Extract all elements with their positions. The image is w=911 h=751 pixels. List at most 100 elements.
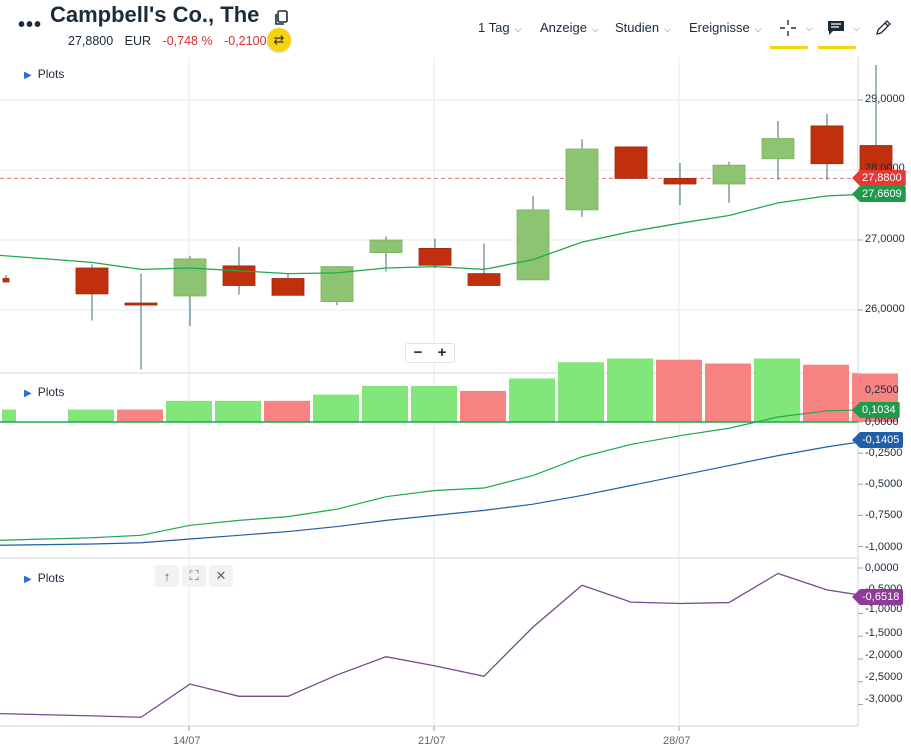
swap-arrows-icon[interactable]: ⇄ <box>267 28 291 52</box>
y-tick: 26,0000 <box>865 303 905 315</box>
main-plots-label: Plots <box>37 67 65 81</box>
volume-bar <box>607 358 653 422</box>
comment-icon[interactable] <box>826 18 846 38</box>
pane-controls: ↑ ⛶ ✕ <box>155 565 233 587</box>
indicator-plots-label: Plots <box>37 571 65 585</box>
volume-value-badge: 0,1034 <box>852 402 900 418</box>
comment-active-indicator <box>818 46 856 49</box>
more-dots-icon[interactable]: ••• <box>18 14 43 36</box>
volume-pane <box>0 358 898 546</box>
last-price-badge: 27,8800 <box>852 170 906 186</box>
volume-bar <box>754 358 800 422</box>
blue-indicator-line <box>0 438 877 546</box>
last-price: 27,8800 <box>68 34 114 48</box>
zoom-out-button[interactable]: − <box>413 344 423 361</box>
header: ••• Campbell's Co., The 27,8800 EUR -0,7… <box>0 0 911 58</box>
y-tick: 27,0000 <box>865 233 905 245</box>
volume-bar <box>362 385 408 422</box>
chevron-down-icon: ⌵ <box>754 24 762 34</box>
copy-icon[interactable] <box>275 10 289 26</box>
volume-plots-label: Plots <box>37 385 65 399</box>
change-percent: -0,748 % <box>162 34 213 48</box>
volume-bar <box>264 400 310 422</box>
candle-up <box>173 258 207 297</box>
candle-up <box>516 209 550 281</box>
y-tick: -0,5000 <box>865 478 903 490</box>
instrument-title: Campbell's Co., The <box>50 2 260 27</box>
currency: EUR <box>124 34 152 48</box>
display-label: Anzeige <box>540 20 587 35</box>
pencil-icon[interactable] <box>873 18 893 38</box>
crosshair-chevron-icon[interactable]: ⌵ <box>806 23 813 33</box>
zoom-in-button[interactable]: + <box>437 344 447 361</box>
events-dropdown[interactable]: Ereignisse ⌵ <box>689 20 762 35</box>
volume-bar <box>558 362 604 422</box>
y-tick: 29,0000 <box>865 93 905 105</box>
studies-label: Studien <box>615 20 660 35</box>
volume-plots-toggle[interactable]: ▶ Plots <box>24 385 64 399</box>
y-tick: -1,0000 <box>865 603 903 615</box>
studies-dropdown[interactable]: Studien ⌵ <box>615 20 671 35</box>
y-tick: -2,0000 <box>865 649 903 661</box>
interval-dropdown[interactable]: 1 Tag ⌵ <box>478 20 521 35</box>
display-dropdown[interactable]: Anzeige ⌵ <box>540 20 599 35</box>
events-label: Ereignisse <box>689 20 750 35</box>
candle-up <box>712 164 746 185</box>
y-tick: -3,0000 <box>865 693 903 705</box>
candle-down <box>614 146 648 179</box>
volume-bar <box>656 359 702 422</box>
volume-bar <box>313 394 359 422</box>
candle-up <box>369 239 403 253</box>
candle-down <box>418 247 452 266</box>
expand-icon[interactable]: ⛶ <box>182 565 206 587</box>
ma-value-badge: 27,6609 <box>852 186 906 202</box>
x-tick: 28/07 <box>663 735 691 747</box>
y-tick: 0,0000 <box>865 562 899 574</box>
x-tick: 14/07 <box>173 735 201 747</box>
chevron-down-icon: ⌵ <box>514 24 522 34</box>
candle-down <box>663 177 697 185</box>
close-icon[interactable]: ✕ <box>209 565 233 587</box>
candle-down <box>2 278 10 283</box>
volume-bar <box>705 363 751 422</box>
volume-bar <box>68 409 114 422</box>
main-plots-toggle[interactable]: ▶ Plots <box>24 67 64 81</box>
y-tick: 0,2500 <box>865 384 899 396</box>
candle-down <box>271 278 305 296</box>
indicator-plots-toggle[interactable]: ▶ Plots <box>24 571 64 585</box>
y-tick: -1,5000 <box>865 627 903 639</box>
y-tick: 0,0000 <box>865 416 899 428</box>
y-tick: -2,5000 <box>865 671 903 683</box>
purple-line-badge: -0,6518 <box>852 589 904 605</box>
volume-bar <box>117 409 163 422</box>
chevron-down-icon: ⌵ <box>591 24 599 34</box>
price-pane <box>0 65 893 370</box>
triangle-right-icon: ▶ <box>24 70 32 81</box>
volume-bar <box>166 400 212 422</box>
triangle-right-icon: ▶ <box>24 388 32 399</box>
green-indicator-line <box>0 408 877 541</box>
y-tick: -0,2500 <box>865 447 903 459</box>
candle-up <box>761 138 795 160</box>
volume-bar <box>411 385 457 422</box>
triangle-right-icon: ▶ <box>24 574 32 585</box>
y-tick: -1,0000 <box>865 541 903 553</box>
candle-down <box>75 267 109 295</box>
blue-line-badge: -0,1405 <box>852 432 904 448</box>
arrow-up-icon[interactable]: ↑ <box>155 565 179 587</box>
candle-up <box>565 148 599 211</box>
x-tick: 21/07 <box>418 735 446 747</box>
candle-down <box>467 273 501 286</box>
comment-chevron-icon[interactable]: ⌵ <box>853 23 860 33</box>
crosshair-icon[interactable] <box>778 18 798 38</box>
zoom-control: − + <box>405 343 455 363</box>
quote-line: 27,8800 EUR -0,748 % -0,2100 <box>68 34 274 48</box>
candle-down <box>222 265 256 286</box>
crosshair-active-indicator <box>770 46 808 49</box>
y-tick: -0,7500 <box>865 509 903 521</box>
candle-down <box>124 302 158 306</box>
purple-indicator-line <box>0 572 877 718</box>
candle-down <box>810 125 844 165</box>
chevron-down-icon: ⌵ <box>664 24 671 34</box>
